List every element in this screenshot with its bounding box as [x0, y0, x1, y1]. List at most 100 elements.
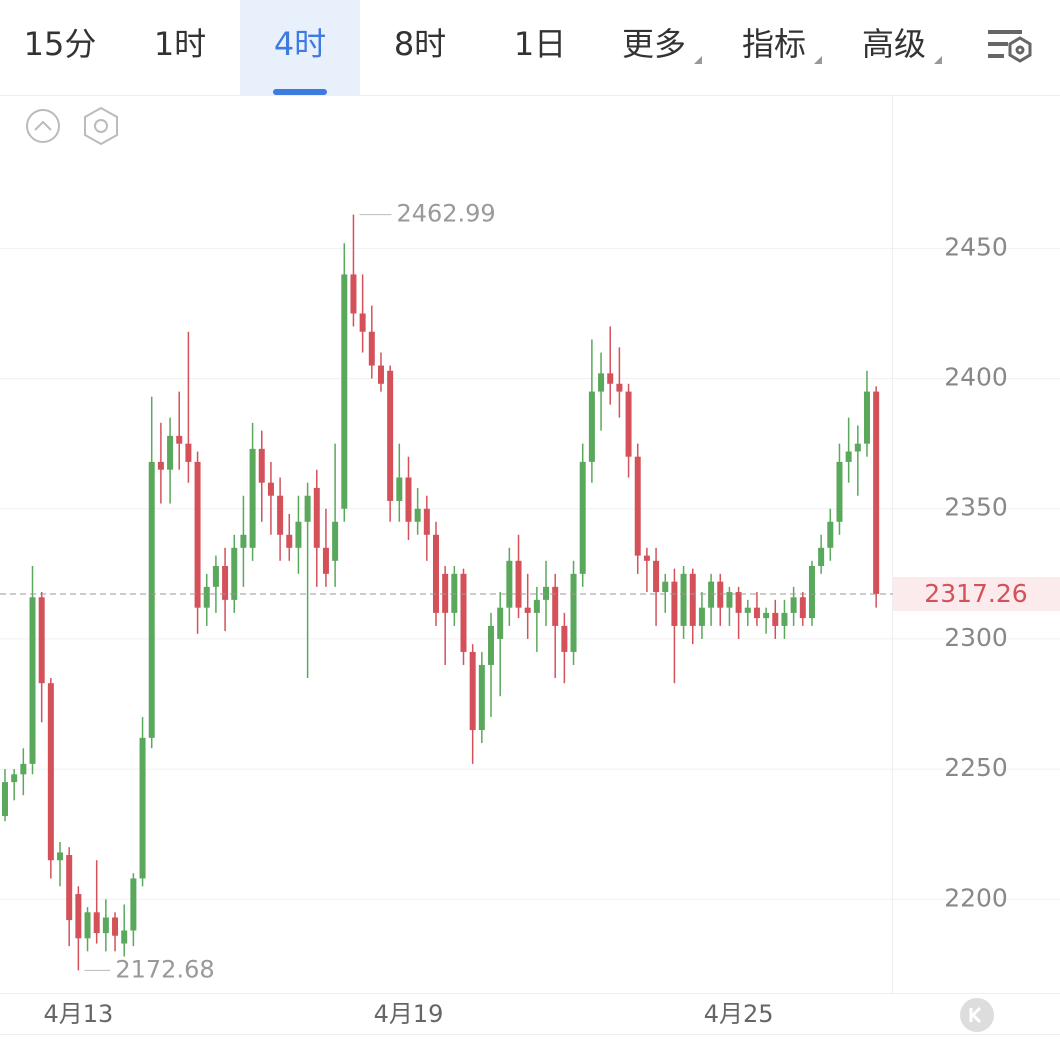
- active-tab-underline: [273, 89, 327, 95]
- candle-body: [75, 894, 82, 939]
- candle-body: [130, 878, 137, 931]
- candle-body: [2, 782, 8, 816]
- candle-body: [799, 597, 806, 619]
- candle-body: [808, 566, 815, 619]
- candle-body: [267, 482, 274, 496]
- candle-body: [753, 607, 760, 619]
- x-tick-label: 4月13: [43, 1000, 113, 1028]
- y-tick-label: 2200: [944, 883, 1008, 912]
- candle-body: [432, 534, 439, 613]
- candle-body: [708, 581, 715, 608]
- scroll-end-button[interactable]: [960, 998, 994, 1032]
- candle-body: [341, 274, 348, 509]
- candle-body: [148, 461, 155, 738]
- toolbar-tab[interactable]: 指标: [742, 25, 806, 63]
- x-tick-label: 4月25: [704, 1000, 774, 1028]
- candle-body: [818, 547, 825, 567]
- candle-body: [414, 508, 421, 522]
- candle-body: [423, 508, 430, 535]
- candle-body: [377, 365, 384, 384]
- y-tick-label: 2250: [944, 753, 1008, 782]
- candle-body: [506, 560, 513, 608]
- candle-body: [873, 391, 880, 594]
- toolbar-tab[interactable]: 1时: [154, 25, 206, 63]
- candle-body: [350, 274, 357, 314]
- candle-body: [698, 607, 705, 626]
- candle-body: [552, 586, 559, 626]
- dropdown-caret: [814, 56, 822, 64]
- candle-body: [277, 495, 284, 535]
- settings-icon[interactable]: [988, 30, 1032, 63]
- candle-body: [561, 625, 568, 652]
- toolbar-tab[interactable]: 高级: [862, 25, 926, 63]
- collapse-icon[interactable]: [26, 109, 60, 143]
- candle-body: [249, 448, 256, 548]
- min-label: 2172.68: [115, 955, 214, 983]
- candle-body: [57, 852, 64, 861]
- candle-body: [653, 560, 660, 593]
- candle-body: [121, 930, 128, 944]
- last-price-box: [893, 576, 1060, 611]
- toolbar-tab[interactable]: 1日: [514, 25, 566, 63]
- candle-body: [625, 391, 632, 457]
- hex-settings-icon[interactable]: [84, 106, 118, 146]
- candle-body: [845, 451, 852, 462]
- toolbar-tab[interactable]: 15分: [24, 25, 97, 63]
- y-tick-label: 2300: [944, 623, 1008, 652]
- candle-body: [396, 477, 403, 501]
- candle-body: [102, 917, 109, 934]
- hex-settings-dot: [94, 119, 108, 133]
- candle-body: [607, 373, 614, 384]
- candle-body: [790, 597, 797, 613]
- candle-body: [763, 612, 770, 619]
- candle-body: [295, 521, 302, 548]
- max-label: 2462.99: [396, 200, 495, 228]
- candle-body: [643, 555, 650, 561]
- candle-body: [524, 607, 531, 613]
- candle-body: [827, 521, 834, 548]
- candle-body: [735, 592, 742, 613]
- candle-body: [11, 774, 18, 783]
- candle-body: [671, 581, 678, 626]
- candle-body: [689, 573, 696, 626]
- candle-body: [29, 597, 36, 764]
- candle-body: [359, 313, 366, 332]
- candle-body: [368, 331, 375, 366]
- candle-body: [726, 592, 733, 608]
- candle-body: [634, 456, 641, 556]
- candle-body: [286, 534, 293, 548]
- toolbar-tab[interactable]: 8时: [394, 25, 446, 63]
- candle-body: [460, 573, 467, 652]
- candle-body: [84, 912, 91, 939]
- candle-body: [543, 586, 550, 600]
- y-tick-label: 2400: [944, 363, 1008, 392]
- candle-body: [497, 607, 504, 639]
- candle-body: [38, 597, 45, 684]
- y-tick-label: 2450: [944, 232, 1008, 261]
- candle-body: [194, 461, 201, 608]
- candle-body: [515, 560, 522, 608]
- candle-body: [744, 607, 751, 613]
- candle-body: [112, 917, 119, 936]
- toolbar-tab[interactable]: 4时: [274, 25, 326, 63]
- candle-body: [616, 383, 623, 392]
- candle-body: [387, 370, 394, 501]
- candle-body: [662, 581, 669, 593]
- candle-body: [469, 651, 476, 731]
- candle-body: [231, 547, 238, 600]
- toolbar-tab[interactable]: 更多: [622, 25, 686, 63]
- candle-body: [185, 443, 192, 462]
- candle-body: [533, 599, 540, 613]
- candle-body: [588, 391, 595, 462]
- candle-body: [836, 461, 843, 522]
- candle-body: [863, 391, 870, 444]
- candle-body: [570, 573, 577, 652]
- candle-body: [93, 912, 100, 934]
- candle-body: [47, 683, 54, 861]
- candle-body: [579, 461, 586, 574]
- last-price-label: 2317.26: [924, 579, 1027, 608]
- x-tick-label: 4月19: [374, 1000, 444, 1028]
- candle-body: [854, 443, 861, 452]
